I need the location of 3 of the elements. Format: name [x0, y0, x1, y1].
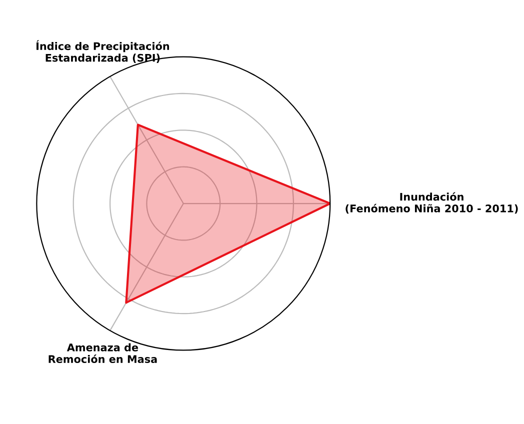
spoke-label: Índice de Precipitación Estandarizada (SPI) [36, 40, 170, 63]
spoke-label: Amenaza de Remoción en Masa [48, 343, 157, 364]
spoke-label: Inundación (Fenómeno Niña 2010 - 2011) [346, 192, 518, 214]
